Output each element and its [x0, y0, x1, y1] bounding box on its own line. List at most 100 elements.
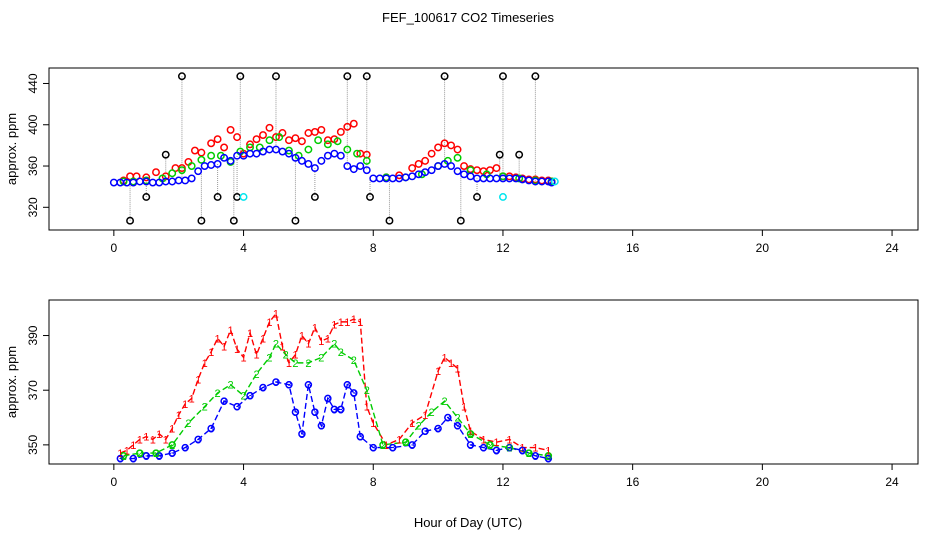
point-label-1: 1: [208, 347, 214, 359]
point-3-circle: [285, 380, 293, 389]
point-blue: [207, 161, 216, 169]
point-blue: [246, 149, 254, 158]
point-label-1: 1: [273, 309, 279, 321]
point-label-3: 3: [195, 434, 201, 446]
point-label-2: 2: [429, 407, 435, 419]
point-cyan: [550, 177, 559, 186]
point-2-circle: [505, 443, 514, 452]
point-3-circle: [220, 397, 228, 405]
point-red: [421, 156, 430, 165]
point-red: [343, 122, 352, 131]
point-label-2: 2: [403, 437, 409, 449]
point-label-3: 3: [435, 423, 441, 435]
bottom-x-tick-label: 12: [496, 475, 510, 489]
point-blue: [349, 165, 358, 174]
top-axes: 0 4 8 12 16 20 24 320 360 400 440: [26, 73, 899, 255]
point-black: [473, 193, 481, 201]
point-label-2: 2: [153, 448, 159, 460]
point-blue: [194, 167, 203, 176]
point-label-2: 2: [380, 440, 386, 452]
point-label-3: 3: [331, 404, 337, 416]
point-red: [265, 123, 274, 132]
point-label-2: 2: [215, 388, 221, 400]
point-label-2: 2: [202, 402, 208, 414]
point-3-circle: [272, 378, 280, 386]
point-blue: [174, 176, 183, 185]
point-label-3: 3: [234, 402, 240, 414]
point-cyan: [499, 193, 507, 201]
point-red: [220, 143, 229, 152]
point-3-circle: [181, 443, 189, 452]
point-3-circle: [444, 413, 452, 422]
point-label-1: 1: [299, 331, 305, 343]
point-green: [343, 145, 352, 154]
point-blue: [408, 172, 417, 181]
point-label-1: 1: [247, 328, 253, 340]
point-2-circle: [466, 430, 475, 438]
top-x-tick-label: 12: [496, 241, 510, 255]
point-black: [236, 72, 245, 81]
point-3-circle: [129, 454, 138, 463]
point-label-1: 1: [344, 317, 350, 329]
point-red: [246, 140, 254, 149]
bottom-x-tick-label: 20: [756, 475, 770, 489]
point-red: [142, 173, 151, 182]
point-3-circle: [291, 408, 300, 416]
point-2-circle: [168, 441, 176, 449]
point-red: [473, 166, 481, 175]
point-label-3: 3: [273, 377, 279, 389]
point-label-1: 1: [169, 423, 175, 435]
point-red: [197, 148, 206, 157]
point-3-circle: [259, 383, 267, 392]
point-label-2: 2: [416, 421, 422, 433]
bottom-y-axis-label: approx. ppm: [4, 346, 19, 418]
point-label-1: 1: [454, 363, 460, 375]
point-label-1: 1: [221, 341, 227, 353]
point-label-1: 1: [351, 314, 357, 326]
point-label-1: 1: [117, 448, 123, 460]
point-red: [297, 137, 306, 146]
point-label-3: 3: [445, 413, 451, 425]
point-label-1: 1: [143, 432, 149, 444]
point-3-circle: [434, 424, 442, 433]
point-3-circle: [337, 405, 345, 414]
point-black: [126, 216, 135, 225]
point-black: [343, 72, 352, 81]
point-label-1: 1: [409, 418, 415, 430]
point-label-3: 3: [370, 443, 376, 455]
point-blue: [401, 173, 410, 182]
point-red: [310, 128, 319, 136]
point-3-circle: [369, 443, 378, 452]
point-label-1: 1: [202, 358, 208, 370]
point-3-circle: [356, 432, 365, 441]
top-marks: [109, 72, 559, 225]
point-red: [259, 131, 267, 140]
point-black: [197, 216, 206, 225]
point-red: [336, 128, 345, 136]
point-2-circle: [119, 452, 128, 460]
point-2-circle: [544, 452, 553, 460]
point-3-circle: [324, 394, 332, 403]
point-3-circle: [518, 446, 527, 455]
top-x-tick-label: 0: [111, 241, 118, 255]
point-label-2: 2: [442, 396, 448, 408]
bottom-x-tick-label: 8: [370, 475, 377, 489]
point-label-1: 1: [506, 434, 512, 446]
point-label-1: 1: [370, 418, 376, 430]
point-label-2: 2: [228, 380, 234, 392]
point-3-circle: [466, 441, 475, 449]
point-label-1: 1: [364, 402, 370, 414]
point-3-circle: [233, 402, 241, 411]
point-label-1: 1: [545, 445, 551, 457]
point-red: [434, 143, 443, 152]
point-label-3: 3: [318, 421, 324, 433]
point-3-circle: [421, 427, 429, 435]
point-red: [304, 129, 313, 137]
point-label-1: 1: [240, 352, 246, 364]
point-label-1: 1: [305, 339, 311, 351]
point-label-3: 3: [351, 388, 357, 400]
point-black: [440, 72, 449, 81]
point-3-circle: [246, 391, 254, 400]
point-green: [453, 153, 462, 162]
point-label-2: 2: [351, 355, 357, 367]
